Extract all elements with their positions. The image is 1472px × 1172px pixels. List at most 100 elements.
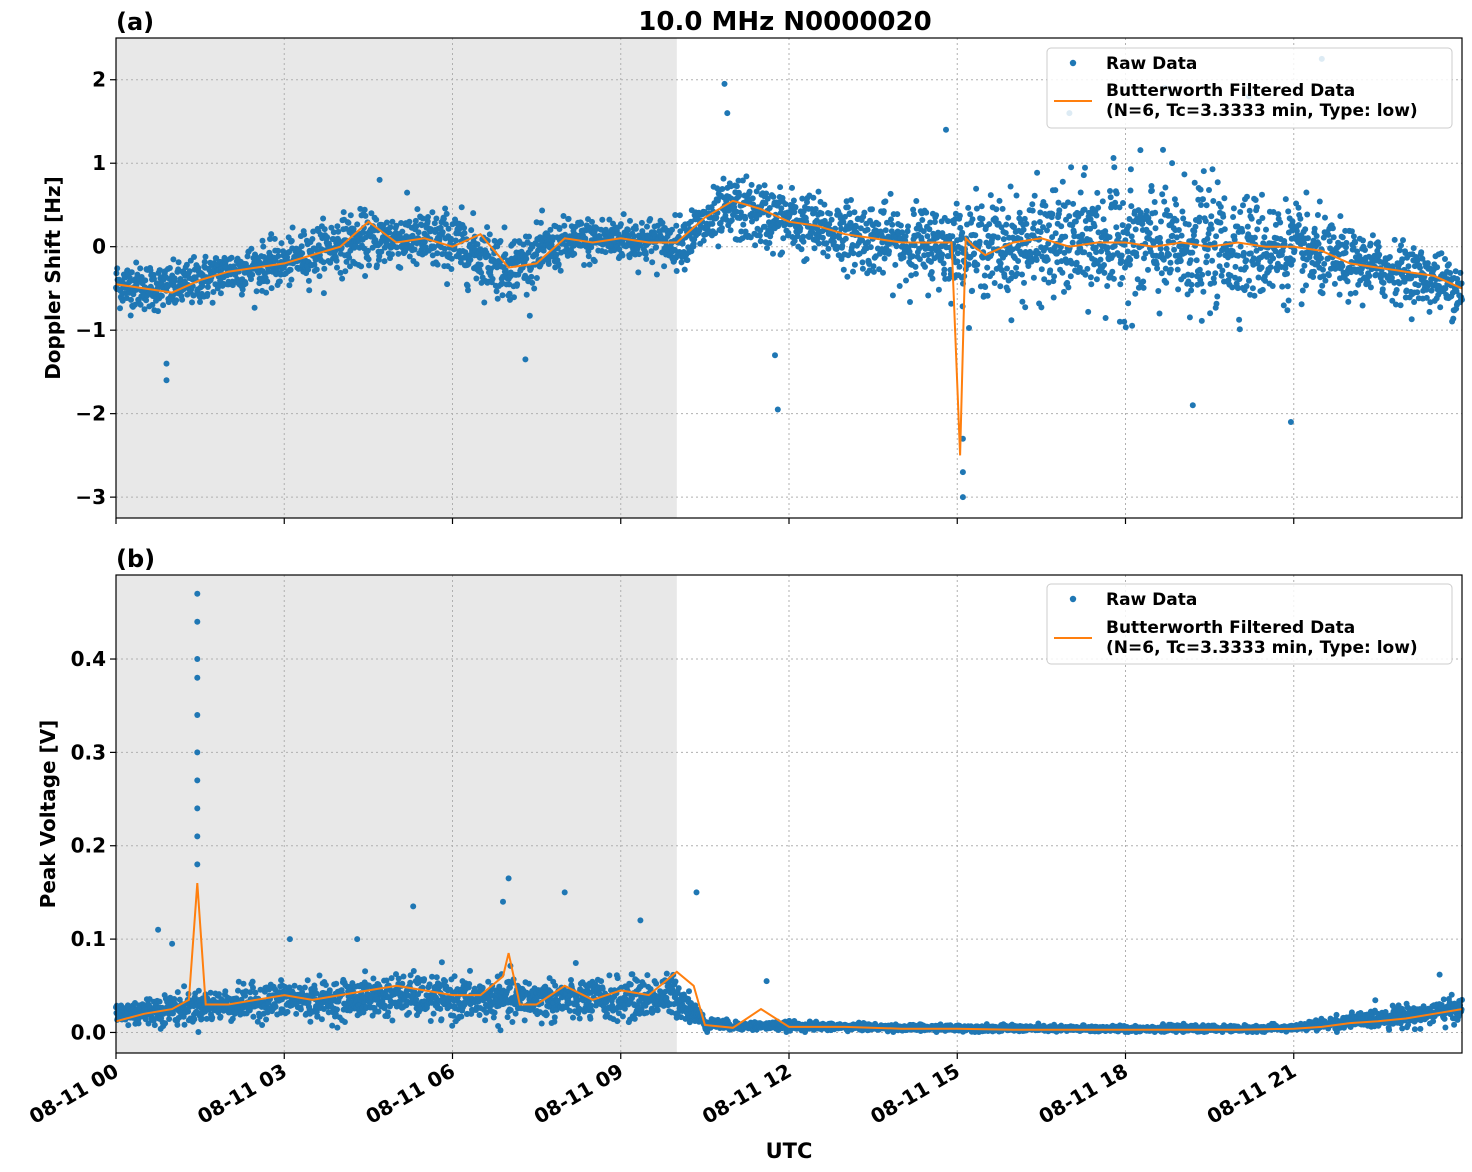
raw-point (346, 254, 353, 261)
raw-point (1015, 258, 1022, 264)
raw-point (362, 968, 369, 975)
raw-point (1093, 276, 1100, 283)
raw-point (147, 267, 154, 274)
raw-point (467, 967, 473, 974)
raw-point (1160, 146, 1166, 153)
raw-point (293, 1010, 300, 1017)
raw-point (994, 234, 1001, 241)
raw-point (733, 183, 740, 190)
raw-point (156, 998, 163, 1005)
raw-point (436, 236, 443, 243)
raw-point (984, 292, 991, 299)
raw-point (128, 296, 134, 303)
raw-point (1345, 298, 1352, 305)
raw-point (368, 210, 375, 217)
raw-point (1240, 249, 1247, 256)
raw-point (1007, 183, 1014, 190)
raw-point (1330, 234, 1337, 241)
raw-point (499, 292, 506, 299)
panel-a-label: (a) (116, 8, 154, 36)
raw-point (1152, 225, 1159, 232)
raw-point (1209, 166, 1216, 173)
raw-point (1082, 164, 1088, 171)
raw-point (923, 209, 930, 216)
raw-point (939, 251, 946, 258)
raw-point (1013, 264, 1020, 271)
raw-point (526, 233, 532, 240)
raw-point (720, 175, 727, 182)
raw-point (1050, 294, 1057, 301)
raw-point (470, 210, 477, 217)
raw-point (1289, 257, 1296, 264)
raw-point (333, 980, 340, 987)
raw-point (678, 259, 685, 266)
raw-point (1263, 226, 1269, 233)
raw-point (411, 246, 418, 253)
raw-point (864, 226, 871, 233)
raw-point (413, 223, 420, 230)
raw-point (1359, 302, 1366, 309)
raw-point (141, 306, 148, 313)
panel-b: 0.00.10.20.30.4 08-11 00 08-11 03 08-11 06… (25, 545, 1465, 1129)
raw-point (404, 189, 411, 196)
raw-point (385, 1009, 392, 1016)
raw-point (903, 277, 909, 284)
raw-point (893, 243, 900, 250)
raw-point (1367, 240, 1374, 247)
raw-point (987, 192, 994, 199)
raw-point (149, 301, 156, 308)
raw-point (810, 194, 817, 201)
raw-point (434, 250, 441, 257)
raw-point (709, 220, 716, 227)
raw-point (659, 219, 666, 226)
raw-point (502, 251, 509, 258)
raw-point (202, 253, 209, 260)
raw-point (393, 222, 400, 229)
raw-point (637, 242, 644, 249)
raw-point (686, 988, 692, 995)
raw-point (1094, 189, 1101, 196)
raw-point (789, 184, 795, 191)
raw-point (589, 218, 595, 225)
raw-point (1252, 197, 1259, 203)
raw-point (634, 977, 641, 984)
raw-point (160, 302, 167, 309)
raw-point (570, 1014, 576, 1021)
raw-point (437, 1005, 444, 1012)
raw-point (1029, 207, 1036, 214)
raw-point (1410, 245, 1417, 252)
raw-point (1070, 200, 1077, 207)
raw-point (800, 238, 807, 245)
raw-point (1285, 297, 1292, 304)
raw-point (735, 177, 742, 184)
raw-point (278, 977, 285, 984)
raw-point (301, 231, 308, 238)
raw-point (733, 208, 740, 215)
raw-point (1279, 283, 1286, 290)
raw-point (288, 276, 295, 283)
raw-point (191, 254, 197, 260)
raw-point (514, 281, 521, 288)
raw-point (1200, 196, 1206, 203)
raw-point (318, 1016, 325, 1023)
raw-point (406, 1009, 412, 1016)
panel-a-x-ticks (115, 518, 1295, 524)
raw-point (418, 222, 425, 229)
raw-point (1200, 168, 1207, 175)
raw-point (539, 207, 546, 214)
raw-point (565, 215, 572, 222)
raw-point (1242, 264, 1249, 271)
raw-point (956, 212, 963, 219)
raw-point (1391, 236, 1398, 243)
raw-point (1246, 277, 1252, 284)
raw-point (304, 977, 311, 984)
raw-point (779, 249, 786, 256)
raw-point (731, 204, 738, 211)
raw-point (1013, 192, 1020, 199)
raw-point (941, 266, 948, 273)
raw-point (362, 212, 369, 219)
raw-point (892, 261, 899, 268)
raw-point (529, 279, 536, 286)
raw-point (1217, 203, 1224, 210)
raw-point (1329, 225, 1336, 232)
